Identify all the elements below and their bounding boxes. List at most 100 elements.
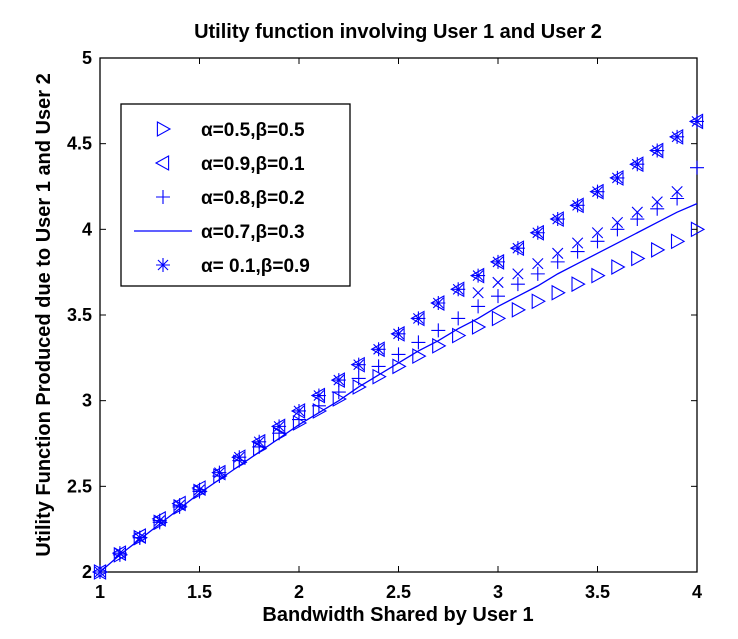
- plot-area: [91, 113, 706, 580]
- series-x-markers: [472, 186, 683, 299]
- data-point: [172, 498, 187, 513]
- data-point: [452, 327, 467, 344]
- data-point: [411, 335, 426, 350]
- data-point: [512, 268, 524, 280]
- data-point: [690, 160, 704, 175]
- y-axis-label: Utility Function Produced due to User 1 …: [33, 73, 55, 556]
- legend-label: α=0.7,β=0.3: [201, 222, 305, 243]
- data-point: [690, 114, 704, 129]
- data-point: [671, 186, 683, 198]
- data-point: [611, 259, 626, 275]
- data-point: [272, 419, 287, 434]
- data-point: [311, 388, 326, 403]
- data-point: [610, 222, 625, 237]
- legend: α=0.5,β=0.5 α=0.9,β=0.1 α=0.8,β=0.2 α=0.7,β…: [120, 103, 351, 287]
- data-point: [391, 326, 406, 341]
- data-point: [611, 216, 624, 229]
- data-point: [351, 371, 366, 386]
- data-point: [670, 191, 685, 206]
- chart-title: Utility function involving User 1 and Us…: [194, 21, 602, 43]
- y-tick-label: 3.5: [67, 305, 92, 325]
- data-point: [471, 299, 486, 314]
- data-point: [530, 225, 545, 240]
- legend-swatch: [156, 190, 170, 204]
- data-point: [591, 267, 606, 284]
- data-point: [491, 254, 505, 269]
- y-tick-label: 5: [82, 48, 92, 68]
- data-point: [252, 434, 267, 449]
- data-point: [570, 198, 585, 213]
- data-point: [551, 284, 566, 301]
- data-point: [532, 257, 544, 270]
- data-point: [550, 254, 565, 269]
- x-tick-label: 1.5: [187, 582, 212, 602]
- legend-label: α=0.5,β=0.5: [201, 120, 305, 141]
- x-tick-label: 3: [493, 582, 503, 602]
- data-point: [591, 227, 604, 239]
- data-point: [650, 201, 665, 216]
- data-point: [630, 157, 645, 172]
- data-point: [590, 234, 605, 249]
- data-point: [631, 250, 646, 267]
- y-tick-label: 2.5: [67, 476, 92, 496]
- data-point: [331, 373, 346, 388]
- legend-swatch: [156, 121, 172, 137]
- data-point: [212, 465, 227, 480]
- data-point: [550, 212, 565, 227]
- data-point: [491, 310, 507, 327]
- x-tick-label: 2.5: [386, 582, 411, 602]
- data-point: [651, 241, 666, 258]
- data-point: [511, 301, 527, 318]
- data-point: [590, 184, 605, 199]
- data-point: [610, 170, 625, 185]
- data-point: [371, 342, 386, 357]
- legend-label: α= 0.1,β=0.9: [201, 256, 310, 277]
- y-axis: 2 2.5 3 3.5 4 4.5 5: [67, 48, 697, 582]
- data-point: [491, 289, 505, 304]
- data-point: [471, 268, 486, 283]
- x-tick-label: 4: [692, 582, 702, 602]
- data-point: [93, 565, 107, 579]
- series-5: [93, 114, 704, 579]
- y-tick-label: 4: [82, 219, 92, 239]
- data-point: [351, 357, 366, 372]
- y-tick-label: 3: [82, 391, 92, 411]
- data-point: [192, 482, 207, 497]
- legend-box: [120, 103, 351, 287]
- y-tick-label: 4.5: [67, 134, 92, 154]
- x-axis: 1 1.5 2 2.5 3 3.5 4: [95, 58, 702, 602]
- data-point: [431, 296, 446, 311]
- data-point: [372, 368, 387, 385]
- legend-label: α=0.8,β=0.2: [201, 188, 305, 209]
- data-point: [431, 323, 446, 338]
- data-point: [510, 241, 525, 256]
- data-point: [451, 311, 466, 326]
- data-point: [690, 221, 706, 238]
- x-axis-label: Bandwidth Shared by User 1: [262, 604, 533, 626]
- data-point: [132, 530, 147, 545]
- legend-swatch: [154, 155, 170, 171]
- data-point: [571, 237, 584, 249]
- data-point: [670, 233, 686, 250]
- data-point: [232, 450, 247, 465]
- data-point: [411, 311, 426, 326]
- legend-swatch: [156, 258, 170, 272]
- y-tick-label: 2: [82, 562, 92, 582]
- x-tick-label: 2: [294, 582, 304, 602]
- data-point: [391, 347, 406, 362]
- data-point: [292, 403, 306, 418]
- data-point: [630, 212, 645, 227]
- data-point: [651, 196, 663, 208]
- data-point: [332, 391, 347, 407]
- x-tick-label: 3.5: [585, 582, 610, 602]
- data-point: [510, 277, 525, 292]
- data-point: [471, 319, 487, 335]
- data-point: [152, 513, 167, 528]
- data-point: [492, 276, 504, 289]
- data-point: [531, 293, 546, 310]
- data-point: [472, 287, 484, 299]
- legend-label: α=0.9,β=0.1: [201, 154, 305, 175]
- data-point: [530, 266, 545, 281]
